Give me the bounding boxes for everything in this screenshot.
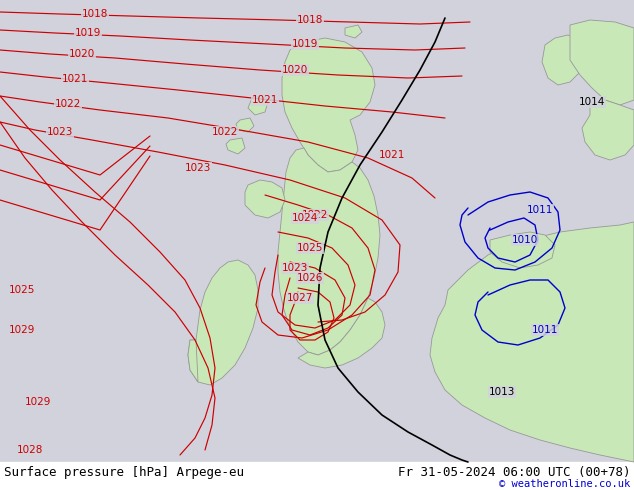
Text: Fr 31-05-2024 06:00 UTC (00+78): Fr 31-05-2024 06:00 UTC (00+78): [398, 466, 630, 479]
Text: 1022: 1022: [55, 99, 81, 109]
Polygon shape: [226, 138, 245, 154]
Polygon shape: [430, 222, 634, 462]
Polygon shape: [345, 25, 362, 38]
Text: 1022: 1022: [302, 210, 328, 220]
Polygon shape: [278, 148, 380, 355]
Text: 1014: 1014: [579, 97, 605, 107]
Text: 1021: 1021: [61, 74, 88, 84]
Text: 1027: 1027: [287, 293, 313, 303]
Polygon shape: [245, 180, 285, 218]
Polygon shape: [282, 38, 375, 172]
Polygon shape: [188, 340, 198, 382]
Text: 1018: 1018: [297, 15, 323, 25]
Text: 1025: 1025: [297, 243, 323, 253]
Text: 1025: 1025: [9, 285, 36, 295]
Text: © weatheronline.co.uk: © weatheronline.co.uk: [499, 479, 630, 489]
Text: 1021: 1021: [378, 150, 405, 160]
Polygon shape: [188, 260, 258, 385]
Text: 1023: 1023: [281, 263, 308, 273]
Text: 1013: 1013: [489, 387, 515, 397]
Text: 1024: 1024: [292, 213, 318, 223]
Polygon shape: [236, 118, 254, 132]
Text: 1026: 1026: [297, 273, 323, 283]
Text: 1011: 1011: [532, 325, 558, 335]
Text: 1029: 1029: [25, 397, 51, 407]
Text: 1022: 1022: [212, 127, 238, 137]
Bar: [0, 462, 634, 490]
Text: 1019: 1019: [292, 39, 318, 49]
Polygon shape: [570, 20, 634, 105]
Text: 1018: 1018: [82, 9, 108, 19]
Text: 1023: 1023: [47, 127, 73, 137]
Polygon shape: [248, 95, 268, 115]
Polygon shape: [582, 100, 634, 160]
Text: 1011: 1011: [527, 205, 553, 215]
Text: 1020: 1020: [282, 65, 308, 75]
Text: 1023: 1023: [185, 163, 211, 173]
Text: 1020: 1020: [69, 49, 95, 59]
Polygon shape: [298, 298, 385, 368]
Polygon shape: [490, 232, 555, 268]
Text: 1019: 1019: [75, 28, 101, 38]
Text: 1028: 1028: [17, 445, 43, 455]
Text: Surface pressure [hPa] Arpege-eu: Surface pressure [hPa] Arpege-eu: [4, 466, 244, 479]
Text: 1010: 1010: [512, 235, 538, 245]
Text: 1021: 1021: [252, 95, 278, 105]
Polygon shape: [542, 35, 585, 85]
Text: 1029: 1029: [9, 325, 36, 335]
